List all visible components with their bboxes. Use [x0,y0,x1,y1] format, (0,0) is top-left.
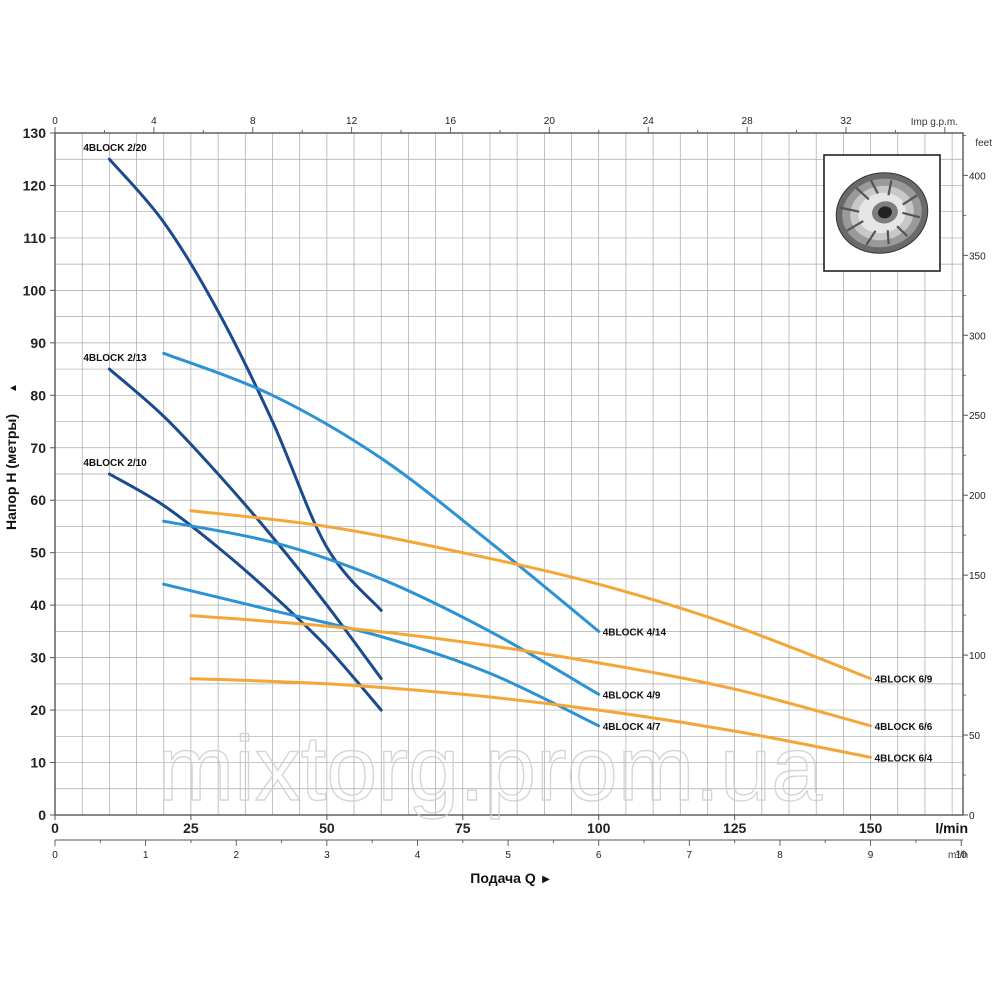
series-label-4block-4-9: 4BLOCK 4/9 [603,690,661,701]
m3h-tick-label: 8 [777,850,783,861]
impgpm-tick-label: 12 [346,116,358,127]
frame-layer [50,127,968,846]
feet-tick-label: 250 [969,411,986,422]
m3h-tick-label: 4 [415,850,421,861]
y-axis-title: Напор H (метры) ▲ [3,383,19,530]
x-unit-lmin: l/min [935,820,968,836]
series-labels-layer: 4BLOCK 2/20 4BLOCK 2/13 4BLOCK 2/10 4BLOCK … [83,143,932,764]
x-tick-label: 125 [723,820,747,836]
series-line-4block-4-9 [162,519,601,696]
series-label-4block-6-4: 4BLOCK 6/4 [875,753,933,764]
y-tick-label: 0 [38,807,46,823]
y-tick-label: 30 [30,650,46,666]
m3h-tick-label: 3 [324,850,330,861]
series-line-4block-2-10 [107,472,383,712]
y-tick-label: 70 [30,440,46,456]
series-line-4block-2-13 [107,367,383,681]
impgpm-tick-label: 24 [643,116,655,127]
feet-tick-label: 200 [969,491,986,502]
x-tick-label: 100 [587,820,611,836]
impgpm-tick-label: 16 [445,116,457,127]
x-unit-impgpm: Imp g.p.m. [911,117,958,128]
y-tick-label: 110 [23,230,46,246]
y-tick-label: 60 [30,492,46,508]
series-line-4block-4-14 [162,351,601,633]
m3h-tick-label: 5 [505,850,511,861]
impgpm-tick-label: 4 [151,116,157,127]
m3h-tick-label: 0 [52,850,58,861]
m3h-tick-label: 2 [233,850,239,861]
series-label-4block-4-14: 4BLOCK 4/14 [603,627,667,638]
y-tick-label: 10 [30,755,46,771]
y-unit-feet: feet [975,138,992,149]
x-unit-m3h: m³/h [948,850,968,861]
curves-layer [107,157,873,759]
y-axis-arrow: ▲ [8,383,19,393]
series-line-4block-2-20 [107,157,383,612]
feet-tick-label: 50 [969,731,981,742]
series-line-4block-6-4 [189,677,873,759]
feet-tick-label: 100 [969,651,986,662]
series-line-4block-6-9 [189,509,873,681]
series-label-4block-4-7: 4BLOCK 4/7 [603,722,661,733]
y-tick-label: 20 [30,702,46,718]
y-tick-label: 120 [23,177,47,193]
series-label-4block-2-10: 4BLOCK 2/10 [83,458,147,469]
watermark: mixtorg.prom.ua [158,718,823,820]
y-tick-label: 100 [23,282,47,298]
plot-frame [54,132,964,816]
impgpm-tick-label: 0 [52,116,58,127]
impgpm-tick-label: 20 [544,116,556,127]
feet-tick-label: 350 [969,251,986,262]
y-tick-label: 90 [30,335,46,351]
grid-layer [55,133,963,815]
y-tick-label: 80 [30,387,46,403]
x-tick-label: 25 [183,820,199,836]
impeller-illustration [823,154,941,272]
m3h-tick-label: 7 [687,850,693,861]
series-line-4block-6-6 [189,614,873,728]
series-label-4block-2-20: 4BLOCK 2/20 [83,143,147,154]
series-label-4block-6-6: 4BLOCK 6/6 [875,722,933,733]
y-tick-label: 50 [30,545,46,561]
series-label-4block-2-13: 4BLOCK 2/13 [83,353,147,364]
m3h-tick-label: 10 [956,850,968,861]
impgpm-tick-label: 8 [250,116,256,127]
feet-tick-label: 150 [969,571,986,582]
feet-tick-label: 0 [969,811,975,822]
x-tick-label: 0 [51,820,59,836]
x-axis-title: Подача Q [470,870,536,886]
x-axis-arrow: ▶ [542,874,550,885]
x-tick-label: 75 [455,820,471,836]
series-label-4block-6-9: 4BLOCK 6/9 [875,675,933,686]
feet-tick-label: 400 [969,171,986,182]
impgpm-tick-label: 28 [742,116,754,127]
x-tick-label: 50 [319,820,335,836]
series-line-4block-4-7 [162,582,601,728]
m3h-tick-label: 1 [143,850,149,861]
y-axis-title-text: Напор H (метры) [3,414,19,530]
x-tick-label: 150 [859,820,883,836]
m3h-tick-label: 9 [868,850,874,861]
feet-tick-label: 300 [969,331,986,342]
y-tick-label: 40 [30,597,46,613]
axis-labels-layer: 0102030405060708090100110120130050100150… [23,116,986,861]
y-tick-label: 130 [23,125,47,141]
m3h-tick-label: 6 [596,850,602,861]
impgpm-tick-label: 32 [840,116,852,127]
